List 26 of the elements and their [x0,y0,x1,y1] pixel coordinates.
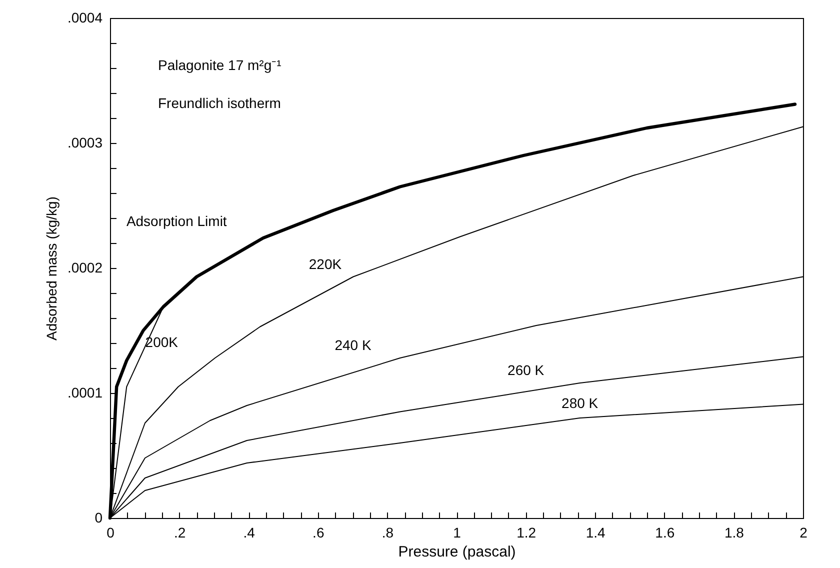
x-tick-label: 1.8 [724,524,744,540]
x-tick-label: 1 [453,524,462,540]
series-label: 220K [308,256,342,272]
series-label: 260 K [508,362,545,378]
x-axis-title: Pressure (pascal) [398,544,516,560]
x-tick-label: 0 [106,524,115,540]
series-label: Adsorption Limit [126,212,227,229]
x-tick-label: 1.6 [655,524,675,540]
x-tick-label: .2 [174,524,186,540]
x-tick-label: 1.4 [586,524,606,540]
y-axis-title: Adsorbed mass (kg/kg) [43,196,60,340]
y-tick-label: .0001 [67,384,103,400]
series-label: 240 K [334,337,372,353]
x-tick-label: 2 [800,524,808,540]
x-tick-label: .8 [382,524,394,540]
x-tick-label: .6 [312,524,324,540]
y-tick-label: 0 [94,510,103,526]
y-tick-label: .0002 [67,260,103,276]
annotation: Palagonite 17 m²g⁻¹ [158,57,282,73]
series-label: 280 K [562,395,599,411]
annotation: Freundlich isotherm [158,95,281,111]
x-tick-label: 1.2 [516,524,536,540]
y-tick-label: .0004 [67,10,103,26]
x-tick-label: .4 [243,524,256,540]
y-tick-label: .0003 [67,134,103,150]
series-label: 200K [145,334,179,350]
